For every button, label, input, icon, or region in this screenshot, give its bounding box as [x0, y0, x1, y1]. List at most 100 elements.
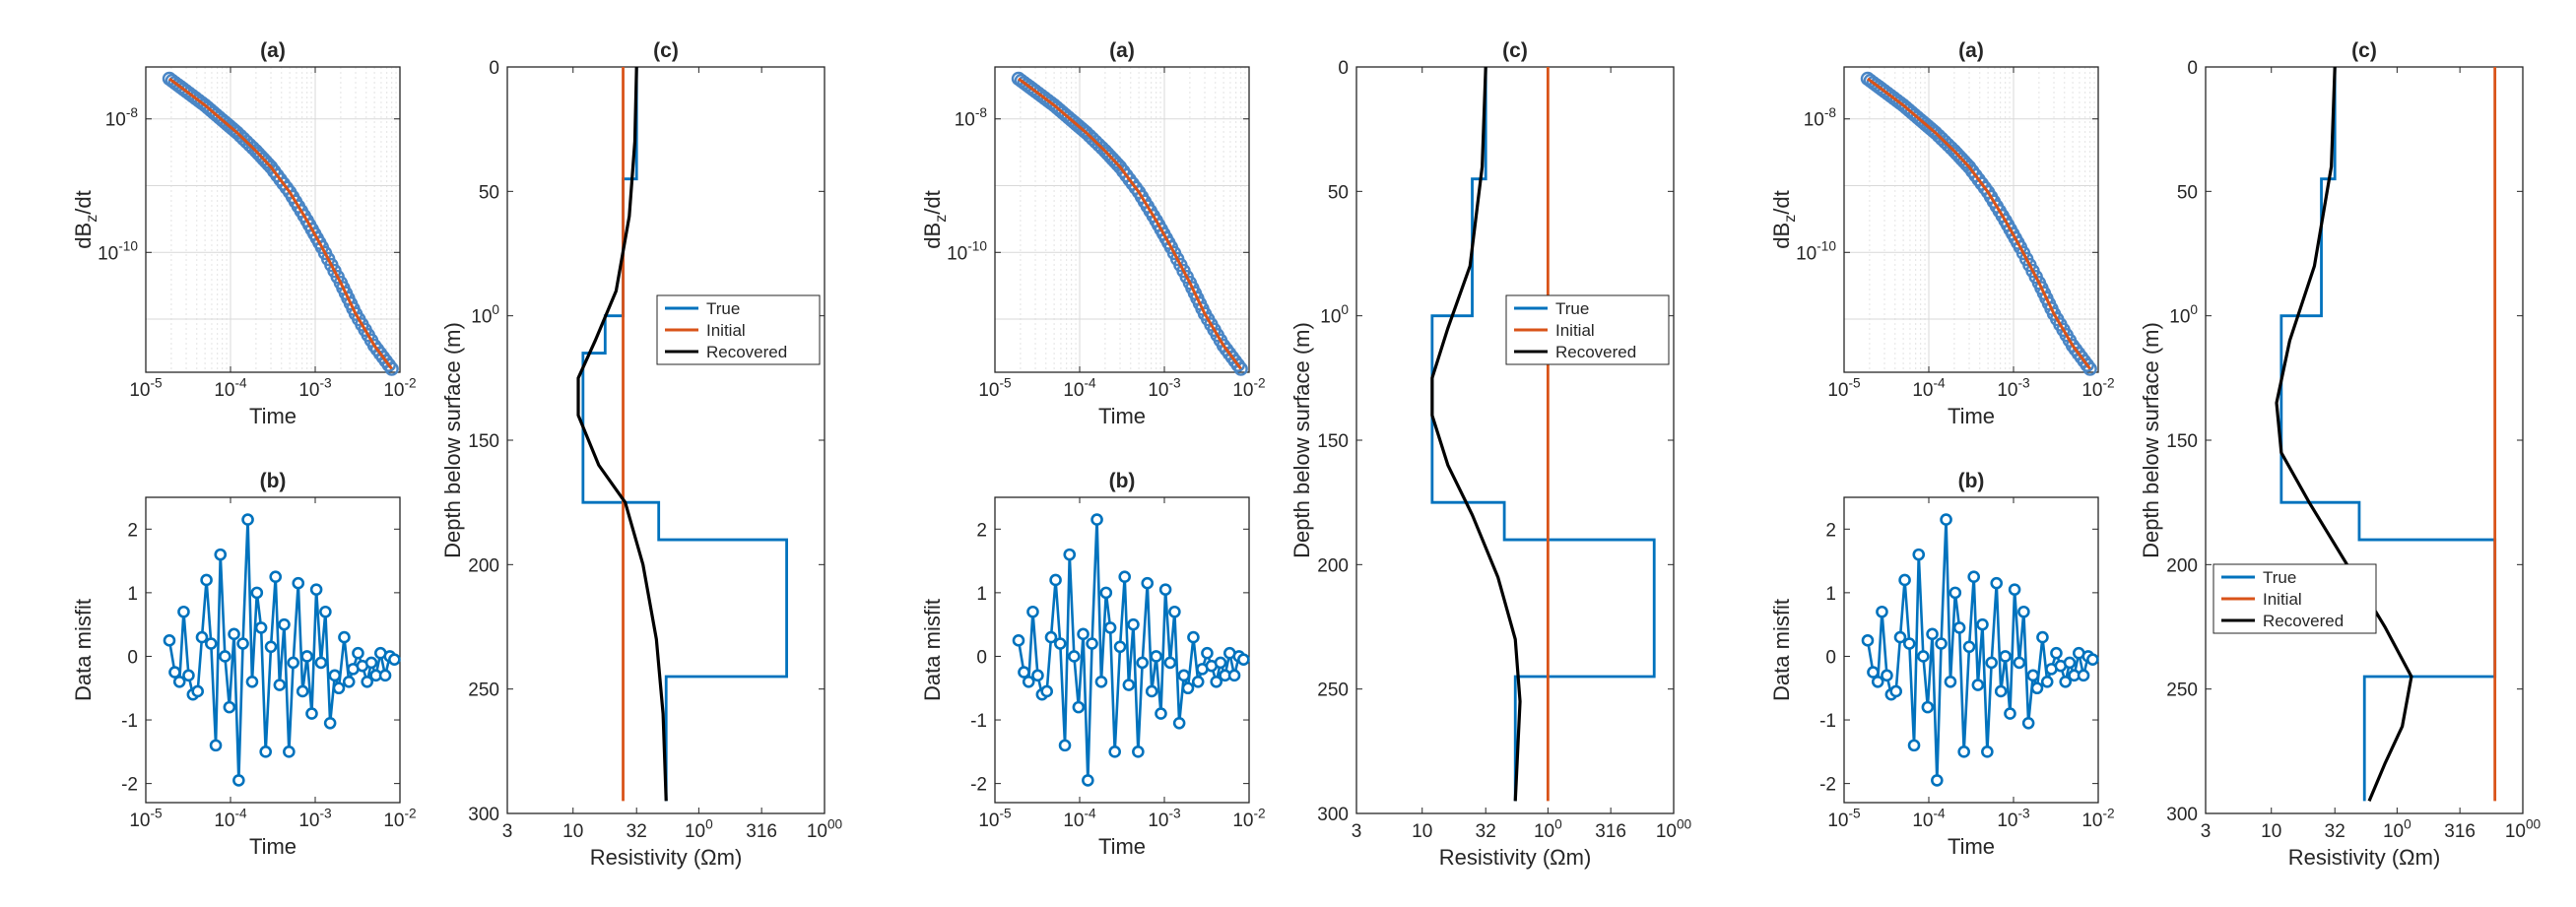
misfit-marker	[378, 669, 392, 682]
misfit-marker	[323, 716, 337, 730]
misfit-marker	[1181, 681, 1195, 695]
misfit-marker	[1921, 700, 1935, 714]
y-tick-label: 1	[976, 584, 987, 605]
panel-c-group-1: 3 10 32 100 316 1000 0 50 100 150 200 250 300 (c) Resi…	[440, 39, 843, 870]
x-tick-label: 10-3	[298, 806, 331, 831]
misfit-marker	[1876, 605, 1888, 618]
misfit-marker	[2036, 630, 2049, 644]
y-tick-label: 250	[2166, 680, 2198, 701]
misfit-marker	[2026, 669, 2040, 682]
x-tick-label: 10-4	[1912, 806, 1946, 831]
x-tick-label: 316	[746, 821, 777, 842]
x-tick-label: 10	[1412, 821, 1432, 842]
y-tick-label: 2	[976, 520, 987, 541]
x-tick-label: 316	[1595, 821, 1626, 842]
misfit-marker	[1201, 646, 1214, 660]
y-tick-label: 200	[2166, 555, 2198, 576]
misfit-marker	[1155, 707, 1167, 720]
misfit-marker	[1976, 617, 1989, 631]
x-tick-label: 316	[2444, 821, 2476, 842]
panel-title: (b)	[260, 470, 287, 492]
misfit-marker	[1158, 583, 1172, 596]
misfit-marker	[1103, 621, 1117, 634]
x-tick-label: 10-5	[129, 806, 163, 831]
misfit-marker	[259, 745, 272, 758]
observed-marker	[1233, 361, 1248, 376]
misfit-marker	[1118, 570, 1132, 584]
axes-box	[994, 66, 1250, 373]
observed-marker	[2082, 361, 2097, 376]
misfit-marker	[232, 774, 245, 787]
misfit-marker	[278, 617, 291, 631]
misfit-marker	[1893, 630, 1907, 644]
y-tick-label: 200	[468, 555, 499, 576]
recovered-model-line	[1430, 66, 1522, 802]
x-axis-label: Resistivity (Ωm)	[1439, 845, 1592, 870]
misfit-marker	[195, 630, 209, 644]
misfit-marker	[1999, 650, 2012, 663]
misfit-marker	[305, 707, 318, 720]
misfit-marker	[182, 669, 195, 682]
misfit-marker	[2008, 583, 2021, 596]
misfit-marker	[236, 637, 249, 650]
legend-label: True	[1555, 299, 1589, 318]
y-tick-label: 50	[1328, 182, 1349, 203]
misfit-marker	[1068, 650, 1081, 663]
legend-label: True	[706, 299, 740, 318]
y-axis-label: Data misfit	[920, 599, 945, 701]
misfit-marker	[1949, 586, 1962, 600]
misfit-marker	[1952, 621, 1966, 634]
y-tick-label: -1	[970, 711, 987, 732]
legend-label: Recovered	[2263, 612, 2344, 630]
y-axis-label: Depth below surface (m)	[440, 322, 465, 558]
misfit-marker	[1163, 656, 1177, 670]
x-tick-label: 32	[627, 821, 647, 842]
misfit-marker	[1058, 739, 1072, 752]
misfit-marker	[273, 679, 287, 691]
y-axis-label: dBz/dt	[920, 190, 950, 248]
misfit-marker	[361, 675, 373, 688]
misfit-marker	[338, 630, 351, 644]
misfit-marker	[1237, 653, 1250, 666]
misfit-marker	[2077, 669, 2090, 682]
panel-b-group-3: 10-5 10-4 10-3 10-2 -2 -1 0 1 2 (b) Time Data misfi…	[1769, 470, 2115, 859]
panel-title: (c)	[2351, 39, 2377, 62]
y-tick-label: 10-8	[1804, 105, 1837, 131]
misfit-marker	[342, 675, 356, 688]
axes-box	[1843, 496, 2099, 804]
y-tick-label: 10-10	[98, 239, 138, 265]
misfit-marker	[314, 656, 328, 670]
axes-box	[994, 496, 1250, 804]
misfit-marker	[1012, 634, 1025, 647]
misfit-marker	[1994, 684, 2008, 698]
true-model-line	[1430, 67, 1656, 802]
misfit-marker	[1049, 573, 1062, 587]
x-tick-label: 3	[2201, 821, 2212, 842]
x-tick-label: 10-5	[1827, 375, 1861, 401]
misfit-marker	[1990, 576, 2004, 590]
y-tick-label: 50	[479, 182, 499, 203]
x-axis-label: Time	[1948, 834, 1995, 859]
y-tick-label: 10-10	[947, 239, 987, 265]
legend: True Initial Recovered	[656, 294, 821, 365]
misfit-marker	[200, 573, 213, 587]
true-model-line	[2279, 67, 2497, 802]
x-tick-label: 10-3	[1997, 806, 2029, 831]
misfit-marker	[1145, 684, 1158, 698]
misfit-marker	[2059, 675, 2072, 688]
misfit-marker	[209, 739, 223, 752]
x-tick-label: 3	[502, 821, 513, 842]
misfit-marker	[1962, 640, 1976, 654]
panel-b-group-1: 10-5 10-4 10-3 10-2 -2 -1 0 1 2 (b) Time Data misfi…	[71, 470, 417, 859]
x-tick-label: 100	[685, 816, 713, 842]
misfit-marker	[309, 583, 323, 596]
x-tick-label: 10-3	[1148, 375, 1180, 401]
misfit-marker	[300, 650, 313, 663]
x-tick-label: 10-5	[1827, 806, 1861, 831]
misfit-marker	[172, 675, 186, 688]
x-tick-label: 32	[2325, 821, 2345, 842]
y-tick-label: 1	[1825, 584, 1836, 605]
x-tick-label: 10-4	[214, 375, 247, 401]
y-tick-label: 10-8	[955, 105, 988, 131]
panel-title: (a)	[1958, 39, 1984, 62]
